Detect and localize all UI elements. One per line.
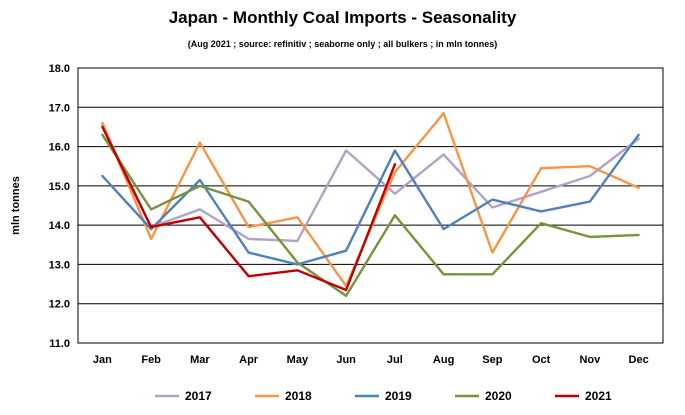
legend-label-2018: 2018 — [285, 389, 312, 403]
legend-label-2021: 2021 — [585, 389, 612, 403]
chart-title: Japan - Monthly Coal Imports - Seasonali… — [168, 8, 517, 27]
y-tick-label: 11.0 — [49, 338, 70, 350]
y-tick-label: 16.0 — [49, 142, 70, 154]
chart-subtitle: (Aug 2021 ; source: refinitiv ; seaborne… — [187, 39, 498, 49]
series-line-2017 — [101, 123, 640, 243]
legend-label-2019: 2019 — [385, 389, 412, 403]
series-line-2021 — [101, 125, 397, 292]
x-tick-label: Feb — [141, 354, 161, 366]
x-tick-label: Aug — [433, 354, 454, 366]
plot-area — [77, 67, 664, 344]
x-tick-label: Jun — [336, 354, 356, 366]
legend-label-2020: 2020 — [485, 389, 512, 403]
y-tick-label: 13.0 — [49, 259, 70, 271]
x-tick-label: Oct — [532, 354, 551, 366]
x-tick-label: Jan — [93, 354, 112, 366]
legend-label-2017: 2017 — [185, 389, 212, 403]
y-tick-label: 14.0 — [49, 220, 70, 232]
y-tick-label: 15.0 — [49, 181, 70, 193]
series-line-2020 — [101, 133, 640, 298]
y-tick-label: 17.0 — [49, 102, 70, 114]
x-tick-label: Mar — [190, 354, 210, 366]
x-tick-label: May — [287, 354, 309, 366]
x-tick-label: Dec — [629, 354, 649, 366]
x-tick-label: Nov — [579, 354, 601, 366]
series-line-2019 — [101, 133, 640, 266]
y-tick-label: 12.0 — [49, 299, 70, 311]
x-tick-label: Apr — [239, 354, 259, 366]
x-tick-label: Jul — [387, 354, 403, 366]
y-tick-label: 18.0 — [49, 63, 70, 75]
y-axis-label: mln tonnes — [10, 176, 22, 235]
x-tick-label: Sep — [482, 354, 502, 366]
